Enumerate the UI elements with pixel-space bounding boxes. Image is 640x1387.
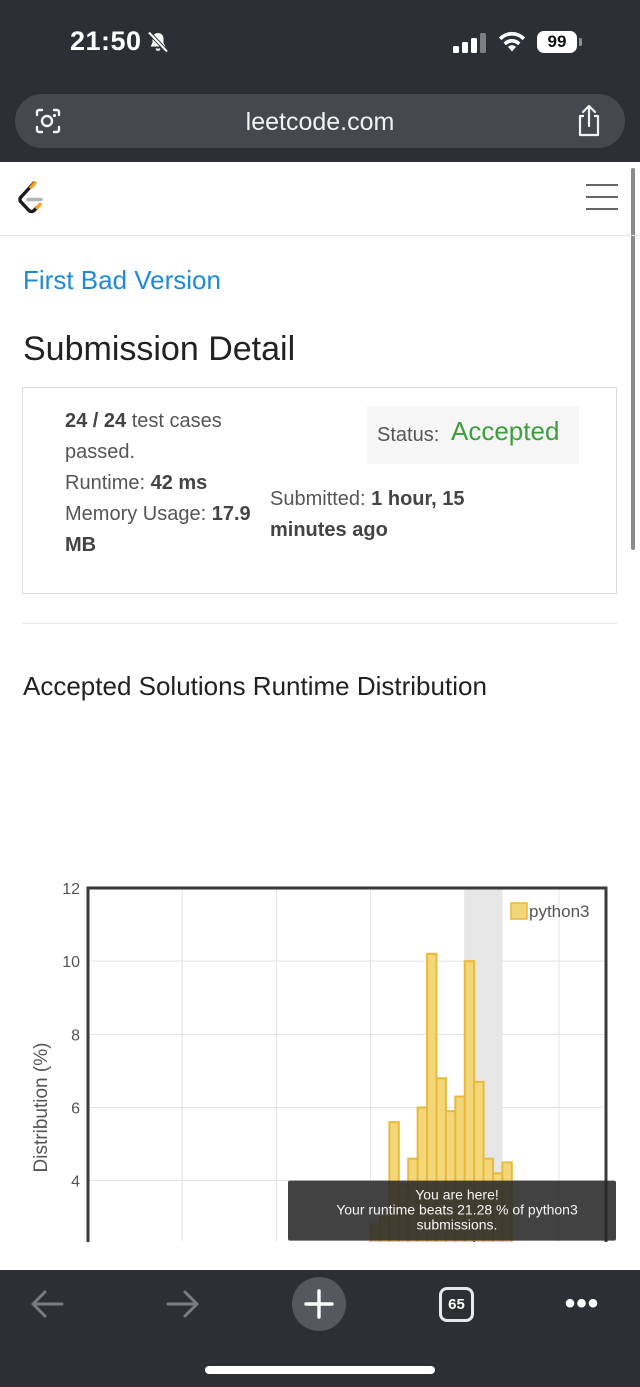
- tabs-button[interactable]: 65: [439, 1287, 474, 1322]
- page-title: Submission Detail: [23, 330, 296, 368]
- submitted-value: 1 hour, 15 minutes ago: [270, 488, 465, 541]
- browser-toolbar: 65 •••: [0, 1270, 640, 1387]
- runtime-distribution-chart[interactable]: 0102030405024681012Runtime (ms)Distribut…: [0, 712, 640, 1242]
- battery-tip: [579, 38, 582, 46]
- cellular-signal-icon: [453, 33, 486, 53]
- runtime-label: Runtime:: [65, 472, 151, 494]
- new-tab-button[interactable]: [292, 1277, 346, 1331]
- tooltip-line: You are here!: [415, 1187, 499, 1203]
- status-badge: Status: Accepted: [367, 406, 579, 464]
- wifi-icon: [499, 31, 525, 52]
- submitted-time: Submitted: 1 hour, 15 minutes ago: [270, 484, 490, 546]
- section-divider: [22, 623, 617, 624]
- menu-icon-line: [586, 184, 618, 186]
- y-tick-label: 10: [62, 954, 80, 971]
- battery-indicator: 99: [537, 31, 577, 53]
- forward-arrow-icon[interactable]: [164, 1288, 202, 1320]
- runtime-value: 42 ms: [150, 472, 208, 494]
- home-indicator[interactable]: [205, 1366, 435, 1374]
- submission-stats: 24 / 24 test cases passed. Runtime: 42 m…: [65, 406, 275, 561]
- submission-detail-card: 24 / 24 test cases passed. Runtime: 42 m…: [22, 387, 617, 594]
- back-arrow-icon[interactable]: [28, 1288, 66, 1320]
- submitted-label: Submitted:: [270, 488, 372, 510]
- url-text[interactable]: leetcode.com: [245, 108, 395, 136]
- plus-icon: [304, 1289, 334, 1319]
- cases-passed-value: 24 / 24: [65, 410, 127, 432]
- y-tick-label: 12: [62, 881, 80, 898]
- status-value[interactable]: Accepted: [451, 416, 560, 446]
- legend-swatch: [510, 902, 528, 920]
- menu-icon-line: [586, 196, 618, 198]
- runtime-tooltip: [288, 1180, 616, 1241]
- problem-title-link[interactable]: First Bad Version: [23, 265, 221, 295]
- legend-label: python3: [529, 902, 590, 921]
- menu-button[interactable]: [586, 184, 618, 212]
- status-label: Status:: [377, 424, 440, 446]
- more-options-icon[interactable]: •••: [564, 1287, 600, 1320]
- cases-label: test cases passed.: [65, 410, 222, 463]
- web-page: First Bad Version Submission Detail 24 /…: [0, 162, 640, 1270]
- leetcode-logo-icon[interactable]: [14, 178, 50, 218]
- browser-address-area: leetcode.com: [0, 88, 640, 162]
- tooltip-line: Your runtime beats 21.28 % of python3: [336, 1202, 578, 1218]
- y-tick-label: 4: [71, 1174, 80, 1191]
- tooltip-pointer: [473, 1240, 476, 1242]
- tooltip-line: submissions.: [417, 1217, 498, 1233]
- menu-icon-line: [586, 208, 618, 210]
- y-tick-label: 6: [71, 1101, 80, 1118]
- share-icon[interactable]: [575, 104, 603, 138]
- status-bar: 21:50 99: [0, 0, 640, 88]
- address-bar[interactable]: leetcode.com: [15, 94, 625, 148]
- bell-slash-icon: [147, 31, 169, 53]
- memory-value: 17.9 MB: [65, 503, 251, 556]
- plot-frame: [86, 886, 608, 1242]
- status-time: 21:50: [70, 26, 142, 56]
- chart-title: Accepted Solutions Runtime Distribution: [23, 671, 487, 701]
- memory-label: Memory Usage:: [65, 503, 212, 525]
- y-tick-label: 8: [71, 1027, 80, 1044]
- visual-lookup-icon[interactable]: [33, 106, 63, 136]
- y-axis-label: Distribution (%): [31, 1043, 52, 1173]
- site-header: [0, 162, 640, 236]
- page-scrollbar[interactable]: [631, 168, 635, 550]
